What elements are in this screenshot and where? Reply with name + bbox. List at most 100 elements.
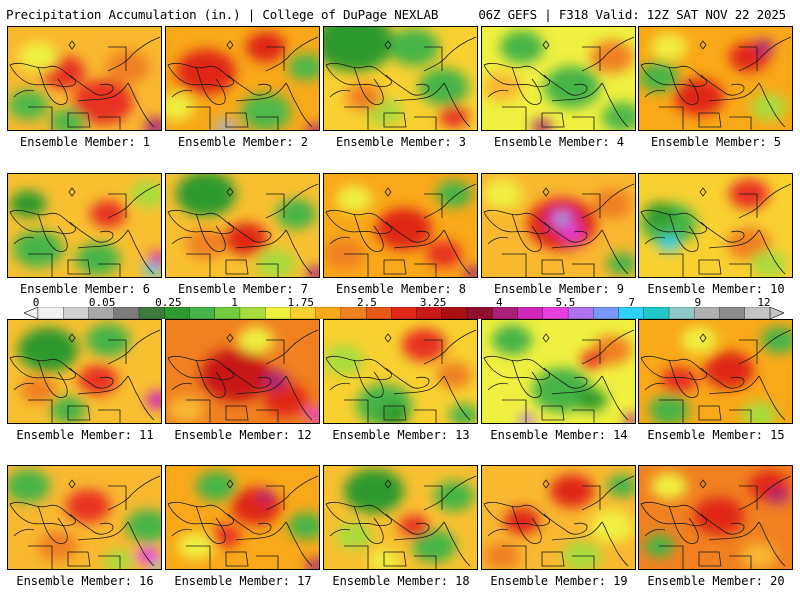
colorbar-tick-label: 0.05 (88, 296, 116, 309)
ensemble-member-panel (323, 319, 478, 424)
map-boundary (581, 475, 635, 511)
precip-area (256, 249, 296, 277)
map-boundary (385, 513, 430, 535)
map-boundary (541, 405, 565, 421)
ensemble-member-caption: Ensemble Member: 19 (490, 574, 628, 588)
ensemble-member-panel (7, 26, 162, 131)
precip-area (211, 524, 241, 548)
colorbar (24, 307, 784, 319)
map-boundary (640, 355, 707, 380)
ensemble-member-panel (481, 26, 636, 131)
map-boundary (700, 221, 745, 243)
map-boundary (353, 213, 384, 252)
map-boundary (108, 193, 127, 218)
precip-area (402, 328, 446, 362)
map-boundary (572, 263, 595, 277)
map-boundary (483, 209, 550, 234)
precip-map (8, 174, 161, 277)
map-boundary (13, 89, 35, 98)
precip-area (482, 179, 522, 209)
map-boundary (700, 513, 745, 535)
map-boundary (28, 545, 53, 569)
run-info: 06Z GEFS | F318 Valid: 12Z SAT NOV 22 20… (478, 7, 786, 22)
map-boundary (107, 36, 161, 72)
precip-area (20, 376, 56, 404)
map-boundary (423, 475, 477, 511)
map-boundary (502, 253, 527, 277)
precip-area (624, 414, 635, 423)
precip-area (659, 236, 679, 252)
map-boundary (644, 528, 666, 537)
colorbar-tick-label: 0 (32, 296, 40, 309)
precip-area (258, 490, 274, 502)
precip-area (694, 497, 744, 535)
map-boundary (414, 116, 437, 130)
map-boundary (28, 253, 53, 277)
precip-area (306, 558, 319, 569)
station-marker (68, 479, 76, 489)
ensemble-member-caption: Ensemble Member: 12 (174, 428, 312, 442)
precip-area (674, 78, 724, 116)
precip-area (544, 66, 600, 108)
map-boundary (167, 501, 234, 526)
map-boundary (186, 399, 211, 423)
colorbar-swatch (189, 307, 216, 319)
map-boundary (265, 475, 319, 511)
map-boundary (543, 221, 588, 243)
map-boundary (98, 263, 121, 277)
precip-map (482, 27, 635, 130)
map-boundary (511, 213, 542, 252)
map-boundary (383, 259, 407, 275)
colorbar-tick-label: 4 (495, 296, 503, 309)
station-marker (226, 187, 234, 197)
map-boundary (329, 528, 351, 537)
precip-area (562, 226, 582, 242)
ensemble-member-caption: Ensemble Member: 20 (647, 574, 785, 588)
map-boundary (659, 399, 684, 423)
station-marker (384, 333, 392, 343)
precip-area (464, 266, 477, 277)
map-boundary (329, 382, 351, 391)
map-boundary (758, 82, 786, 128)
map-boundary (98, 409, 121, 423)
map-boundary (344, 106, 369, 130)
map-boundary (487, 89, 509, 98)
map-boundary (77, 82, 129, 102)
map-boundary (543, 367, 588, 389)
colorbar-swatch (593, 307, 620, 319)
map-boundary (67, 405, 91, 421)
map-boundary (69, 74, 114, 96)
map-boundary (659, 253, 684, 277)
map-boundary (543, 513, 588, 535)
precip-map (166, 320, 319, 423)
map-boundary (235, 229, 287, 249)
station-marker (699, 333, 707, 343)
map-boundary (186, 253, 211, 277)
map-boundary (572, 116, 595, 130)
map-boundary (393, 82, 445, 102)
map-boundary (325, 209, 392, 234)
map-boundary (383, 551, 407, 567)
precip-area (344, 468, 404, 514)
map-boundary (443, 375, 471, 421)
map-boundary (171, 382, 193, 391)
ensemble-member-panel (165, 465, 320, 570)
ensemble-member-panel (7, 319, 162, 424)
map-boundary (424, 193, 443, 218)
map-boundary (107, 183, 161, 219)
precip-map (482, 320, 635, 423)
map-boundary (414, 409, 437, 423)
precip-area (484, 542, 520, 569)
precip-map (8, 466, 161, 569)
map-boundary (502, 545, 527, 569)
colorbar-tick-label: 12 (757, 296, 771, 309)
precip-area (577, 388, 607, 412)
map-boundary (225, 405, 249, 421)
precip-area (324, 27, 394, 72)
map-boundary (108, 46, 127, 71)
map-boundary (225, 551, 249, 567)
station-marker (226, 479, 234, 489)
map-boundary (383, 112, 407, 128)
precip-area (681, 326, 717, 354)
map-boundary (37, 213, 68, 252)
